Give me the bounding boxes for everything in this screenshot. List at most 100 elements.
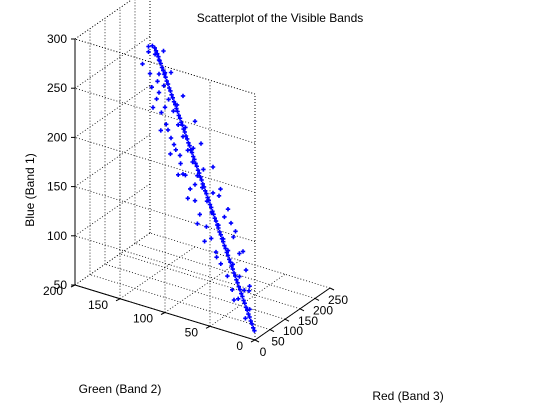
- data-point: [166, 97, 171, 102]
- data-point: [175, 109, 180, 114]
- data-point: [252, 328, 257, 333]
- data-point: [237, 274, 242, 279]
- data-point: [156, 57, 162, 63]
- grid-line-y-floor: [209, 273, 286, 327]
- data-point: [230, 266, 235, 272]
- grid-line-x-floor: [104, 263, 286, 320]
- data-point: [198, 174, 203, 180]
- grid-line-y-floor: [164, 260, 241, 313]
- y-tick-mark: [250, 339, 256, 343]
- x-tick-mark: [284, 318, 290, 322]
- data-point: [209, 205, 214, 210]
- data-point: [225, 273, 230, 279]
- data-point: [182, 129, 187, 135]
- data-point: [204, 191, 209, 196]
- data-point: [195, 221, 200, 226]
- data-point: [174, 102, 180, 108]
- data-point: [156, 90, 162, 95]
- x-tick-label: 100: [283, 324, 303, 338]
- grid-line-z-back: [74, 232, 151, 286]
- z-tick-label: 300: [47, 32, 67, 46]
- data-point: [200, 185, 205, 190]
- data-point: [207, 202, 213, 207]
- data-point: [171, 99, 177, 104]
- data-point: [150, 43, 155, 48]
- data-point: [243, 267, 249, 273]
- data-point: [231, 297, 237, 303]
- chart-title: Scatterplot of the Visible Bands: [197, 11, 364, 25]
- data-point: [203, 188, 208, 193]
- data-point: [218, 232, 223, 237]
- data-point: [216, 223, 221, 228]
- data-point: [189, 150, 195, 155]
- data-point: [190, 159, 195, 165]
- data-point: [149, 85, 154, 90]
- data-point: [242, 288, 247, 293]
- data-point: [164, 122, 169, 127]
- data-point: [162, 70, 168, 75]
- y-tick-label: 0: [236, 339, 243, 353]
- box-edge-top-back: [74, 0, 132, 40]
- z-tick-label: 150: [47, 180, 67, 194]
- y-tick-mark: [205, 325, 211, 329]
- data-point: [177, 116, 183, 121]
- data-point: [251, 325, 256, 330]
- z-tick-label: 200: [47, 130, 67, 144]
- grid-line-z-left: [74, 87, 256, 144]
- data-point: [236, 284, 241, 289]
- y-tick-label: 150: [88, 298, 108, 312]
- data-point: [185, 148, 190, 153]
- data-point: [197, 212, 202, 217]
- data-point: [170, 95, 175, 100]
- grid-line-z-back: [74, 35, 151, 89]
- x-tick-label: 50: [271, 335, 285, 349]
- data-point: [225, 207, 231, 212]
- data-point: [180, 171, 186, 177]
- grid-line-z-back: [74, 183, 151, 237]
- data-point: [233, 273, 238, 279]
- grid-line-x-floor: [119, 253, 301, 310]
- data-point: [191, 146, 196, 151]
- data-point: [231, 234, 236, 240]
- data-point: [171, 142, 177, 147]
- data-point: [176, 122, 181, 127]
- data-point: [241, 298, 246, 303]
- data-point: [240, 294, 245, 299]
- data-point: [194, 164, 199, 169]
- data-point: [179, 120, 184, 125]
- data-point: [161, 48, 166, 54]
- data-point: [168, 151, 173, 157]
- data-point: [155, 79, 160, 84]
- x-tick-label: 250: [328, 293, 348, 307]
- y-tick-mark: [115, 298, 121, 302]
- data-point: [245, 308, 250, 313]
- data-point: [228, 260, 233, 265]
- data-point: [168, 70, 174, 75]
- data-point: [209, 236, 214, 241]
- data-point: [237, 287, 243, 292]
- x-axis-label: Red (Band 3): [372, 389, 443, 403]
- data-point: [192, 198, 198, 203]
- data-point: [154, 96, 159, 102]
- data-point: [240, 249, 246, 254]
- data-point: [163, 75, 168, 80]
- grid-line-x-floor: [149, 232, 331, 289]
- data-point: [239, 291, 244, 296]
- x-tick-label: 0: [260, 345, 267, 359]
- x-tick-mark: [254, 339, 260, 343]
- data-point: [146, 44, 151, 49]
- data-point: [218, 261, 223, 266]
- data-point: [218, 186, 223, 192]
- data-point: [210, 164, 216, 170]
- data-point: [246, 288, 252, 293]
- data-point: [197, 170, 202, 176]
- data-point: [191, 154, 196, 159]
- data-point: [230, 262, 235, 267]
- data-point: [249, 321, 255, 327]
- data-point: [185, 136, 190, 142]
- data-points: [140, 43, 257, 333]
- data-point: [243, 316, 248, 321]
- data-point: [161, 68, 166, 73]
- data-point: [177, 153, 183, 158]
- data-point: [180, 134, 186, 139]
